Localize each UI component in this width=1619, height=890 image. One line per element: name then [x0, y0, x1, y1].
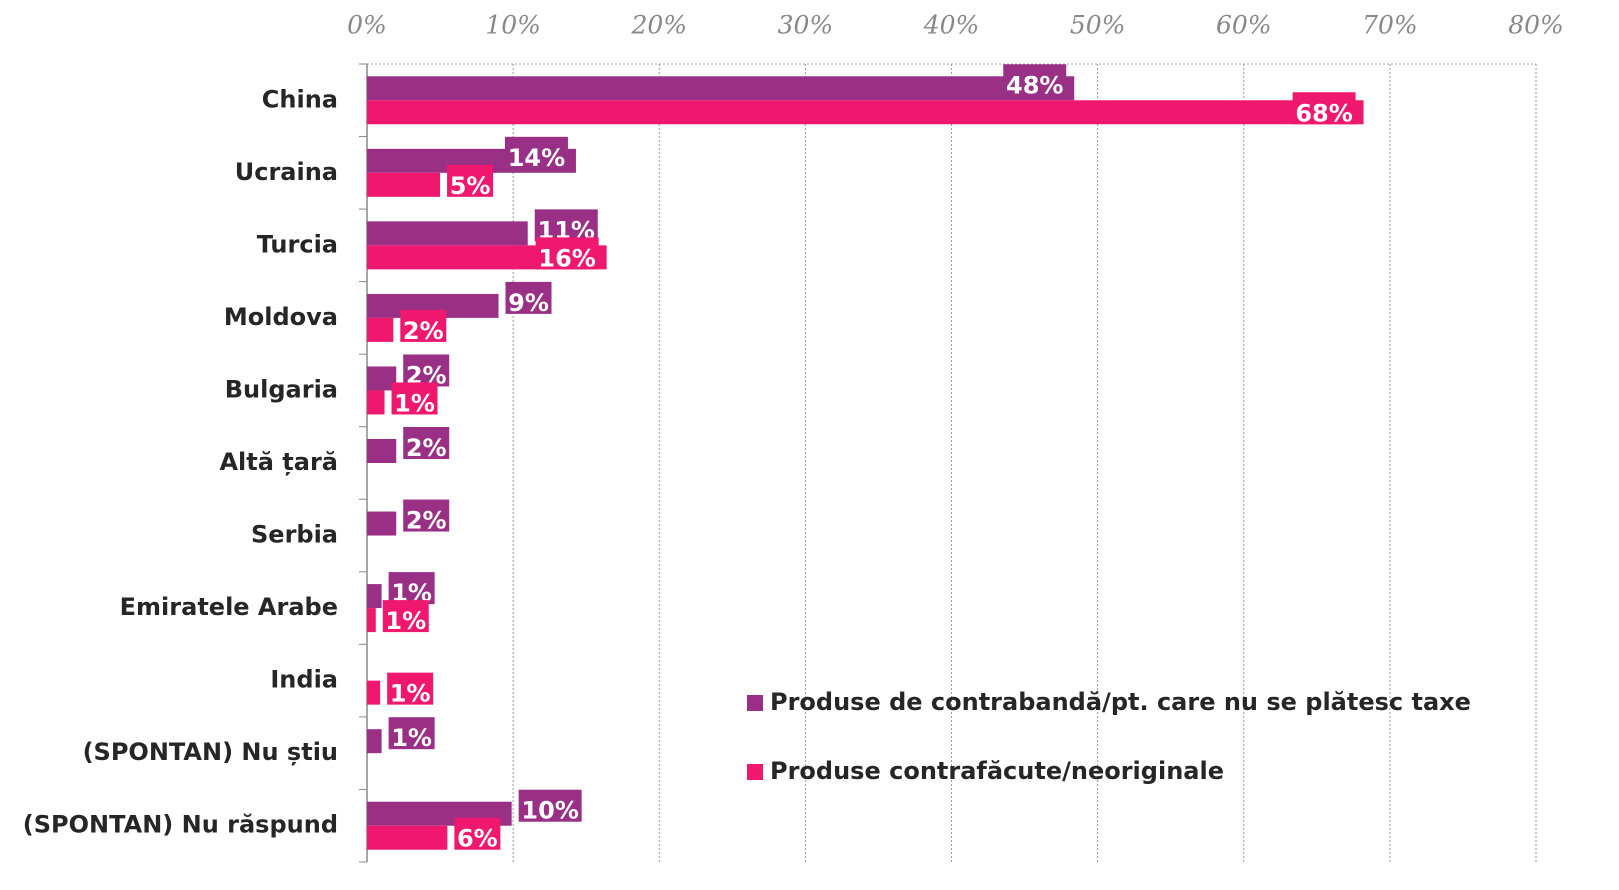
bar — [367, 100, 1364, 125]
x-tick-label: 40% — [923, 11, 980, 40]
value-label: 1% — [391, 724, 432, 752]
value-label-box — [403, 427, 450, 459]
legend-label: Produse de contrabandă/pt. care nu se pl… — [770, 688, 1471, 716]
value-label-box — [1003, 64, 1067, 97]
value-label-box — [388, 572, 435, 605]
value-label: 14% — [508, 144, 565, 172]
bar — [367, 366, 397, 391]
bar — [367, 221, 528, 246]
value-label-box — [505, 281, 552, 314]
value-label-box — [454, 817, 501, 850]
value-label: 16% — [538, 244, 595, 272]
x-tick-label: 30% — [778, 11, 834, 40]
value-label-box — [403, 499, 450, 532]
value-label: 1% — [385, 607, 426, 635]
legend-label: Produse contrafăcute/neoriginale — [770, 757, 1224, 785]
value-label-box — [447, 164, 494, 197]
bar — [367, 608, 376, 633]
category-label: Turcia — [257, 230, 338, 258]
value-label: 5% — [450, 172, 491, 200]
value-label-box — [391, 382, 438, 415]
value-label-box — [535, 237, 599, 270]
bar — [367, 390, 385, 415]
value-label: 2% — [403, 317, 444, 345]
category-label: (SPONTAN) Nu răspund — [23, 811, 338, 839]
bar — [367, 76, 1075, 101]
bar — [367, 439, 397, 463]
value-label-box — [403, 354, 450, 387]
value-label-box — [518, 789, 582, 822]
category-label: Emiratele Arabe — [120, 593, 338, 621]
category-label: Bulgaria — [225, 375, 338, 403]
bar — [367, 729, 382, 754]
bar — [367, 317, 394, 342]
x-tick-label: 60% — [1216, 11, 1272, 40]
category-label: (SPONTAN) Nu știu — [83, 738, 338, 766]
bar — [367, 511, 397, 536]
category-label: Moldova — [224, 303, 338, 331]
category-label: Ucraina — [235, 158, 338, 186]
value-label-box — [388, 717, 435, 750]
category-label: China — [262, 85, 338, 113]
value-label-box — [504, 136, 568, 169]
legend-swatch — [747, 695, 763, 711]
value-label: 9% — [508, 289, 549, 317]
value-label-box — [1292, 92, 1356, 125]
value-label-box — [534, 209, 598, 242]
value-label: 68% — [1295, 99, 1352, 127]
value-label-box — [387, 672, 434, 705]
value-label: 1% — [394, 389, 435, 417]
bar — [367, 825, 448, 850]
x-tick-label: 80% — [1508, 11, 1564, 40]
value-label: 48% — [1006, 71, 1063, 99]
bar — [367, 584, 382, 609]
x-tick-label: 20% — [630, 11, 687, 40]
value-label: 10% — [521, 797, 578, 825]
x-tick-label: 10% — [485, 11, 541, 40]
value-label: 2% — [406, 507, 447, 535]
value-label: 6% — [457, 825, 498, 853]
value-label: 1% — [390, 680, 431, 708]
category-label: India — [270, 666, 338, 694]
value-label-box — [382, 600, 429, 633]
value-label: 2% — [406, 434, 447, 462]
x-tick-label: 0% — [347, 11, 387, 40]
bar — [367, 172, 441, 197]
legend-swatch — [747, 764, 763, 780]
bar — [367, 680, 381, 705]
x-tick-label: 50% — [1070, 11, 1126, 40]
category-label: Altă țară — [219, 448, 338, 476]
category-label: Serbia — [251, 521, 338, 549]
x-tick-label: 70% — [1362, 11, 1418, 40]
value-label-box — [400, 309, 447, 342]
